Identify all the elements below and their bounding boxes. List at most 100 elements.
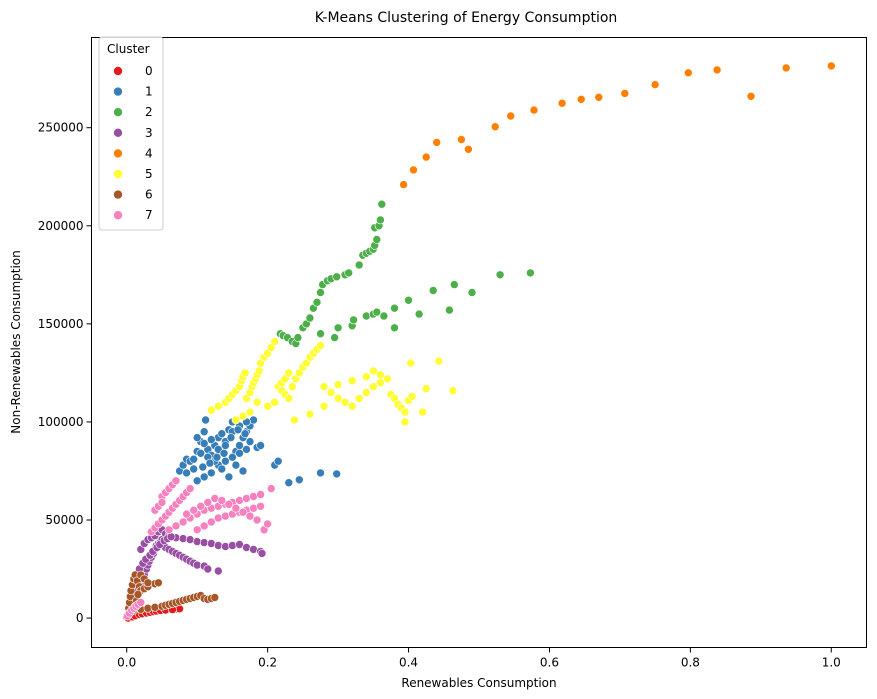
legend-marker-2 (113, 107, 123, 117)
cluster-1-point-41 (182, 468, 191, 478)
cluster-1-point-51 (240, 429, 250, 439)
legend-label-4: 4 (145, 146, 153, 160)
cluster-5-point-62 (347, 376, 357, 386)
y-axis-label: Non-Renewables Consumption (9, 250, 23, 433)
cluster-3-point-25 (192, 560, 202, 570)
legend: Cluster 0 1 2 3 4 5 6 7 (98, 36, 164, 231)
cluster-1-point-54 (219, 448, 229, 458)
cluster-3-point-49 (249, 545, 258, 554)
cluster-1-point-7 (199, 427, 209, 437)
cluster-1-point-63 (332, 469, 342, 479)
cluster-4-point-15 (712, 65, 722, 75)
cluster-7-point-34 (199, 521, 209, 531)
legend-marker-3 (113, 128, 123, 138)
cluster-1-point-36 (217, 464, 227, 474)
cluster-5-point-34 (316, 341, 325, 350)
cluster-2-point-10 (312, 297, 322, 307)
cluster-5-point-63 (361, 372, 371, 382)
cluster-5-point-54 (434, 356, 444, 366)
cluster-1-point-50 (245, 437, 255, 446)
cluster-1-point-42 (192, 433, 202, 442)
cluster-5-point-38 (340, 397, 350, 407)
cluster-7-point-62 (238, 507, 248, 517)
cluster-4-point-12 (620, 89, 630, 98)
cluster-4-point-0 (399, 180, 408, 189)
cluster-5-point-59 (305, 409, 315, 419)
cluster-4-point-1 (409, 165, 418, 175)
cluster-6-point-41 (133, 590, 143, 599)
cluster-1-point-43 (199, 439, 209, 448)
cluster-1-point-32 (242, 445, 251, 454)
cluster-4-point-13 (650, 80, 660, 89)
cluster-7-point-45 (266, 484, 276, 493)
cluster-1-point-52 (233, 425, 243, 435)
y-tick-label-4: 200000 (38, 219, 84, 233)
cluster-5-point-37 (333, 394, 343, 403)
cluster-1-point-61 (294, 475, 304, 485)
cluster-7-point-42 (256, 501, 265, 511)
cluster-3-point-45 (221, 542, 230, 551)
cluster-2-point-31 (333, 323, 343, 333)
cluster-7-point-44 (263, 519, 272, 529)
cluster-2-point-29 (316, 329, 325, 339)
cluster-5-point-9 (240, 368, 250, 378)
x-tick-label-1: 0.2 (258, 656, 277, 670)
x-tick-label-5: 1.0 (822, 656, 841, 670)
cluster-1-point-31 (235, 448, 244, 458)
cluster-1-point-39 (196, 448, 205, 458)
cluster-6-point-14 (154, 578, 163, 588)
cluster-4-point-14 (683, 68, 693, 78)
cluster-5-point-35 (319, 382, 329, 391)
cluster-4-point-5 (464, 145, 473, 154)
cluster-6-point-22 (150, 602, 160, 612)
cluster-5-point-21 (270, 337, 280, 346)
cluster-1-point-25 (192, 476, 202, 486)
cluster-5-point-52 (418, 407, 427, 417)
cluster-5-point-25 (284, 394, 294, 403)
x-tick-label-0: 0.0 (117, 656, 136, 670)
cluster-5-point-67 (270, 397, 280, 407)
cluster-5-point-16 (254, 366, 264, 376)
cluster-1-point-57 (198, 462, 208, 472)
cluster-5-point-72 (245, 407, 255, 417)
legend-marker-1 (113, 86, 123, 97)
legend-label-7: 7 (145, 208, 153, 222)
cluster-1-point-27 (207, 468, 216, 478)
chart-title: K-Means Clustering of Energy Consumption (315, 10, 618, 26)
cluster-1-point-30 (228, 452, 237, 462)
y-tick-label-2: 100000 (38, 415, 84, 429)
x-tick-label-2: 0.4 (399, 656, 418, 670)
cluster-7-point-54 (182, 509, 191, 519)
cluster-5-point-70 (284, 368, 294, 378)
cluster-1-point-35 (224, 472, 234, 482)
cluster-2-point-40 (404, 295, 413, 305)
cluster-1-point-24 (256, 441, 265, 450)
plot-frame (91, 37, 867, 648)
cluster-1-point-8 (201, 415, 210, 425)
x-tick-label-3: 0.6 (540, 656, 559, 670)
cluster-1-point-56 (205, 458, 215, 468)
cluster-1-point-34 (231, 460, 241, 470)
cluster-2-point-45 (467, 288, 477, 297)
cluster-5-point-39 (347, 401, 357, 411)
cluster-3-point-28 (214, 566, 223, 576)
cluster-2-point-17 (344, 268, 354, 278)
cluster-2-point-15 (332, 272, 342, 282)
cluster-5-point-71 (252, 397, 262, 407)
cluster-5-point-44 (383, 374, 392, 384)
cluster-7-point-61 (231, 503, 241, 513)
cluster-5-point-43 (376, 378, 385, 388)
cluster-7-point-57 (203, 498, 213, 507)
y-tick-label-0: 0 (76, 611, 84, 625)
cluster-5-point-1 (214, 401, 223, 411)
cluster-1-point-33 (238, 466, 248, 476)
cluster-5-point-57 (400, 417, 410, 427)
cluster-3-point-44 (214, 541, 223, 550)
cluster-4-point-17 (781, 63, 791, 73)
legend-marker-6 (113, 189, 123, 200)
x-tick-label-4: 0.8 (681, 656, 700, 670)
y-axis-ticks: 0 50000 100000 150000 200000 250000 (38, 121, 92, 625)
legend-marker-4 (113, 148, 123, 159)
cluster-2-point-44 (449, 280, 459, 289)
cluster-2-point-36 (372, 307, 382, 317)
